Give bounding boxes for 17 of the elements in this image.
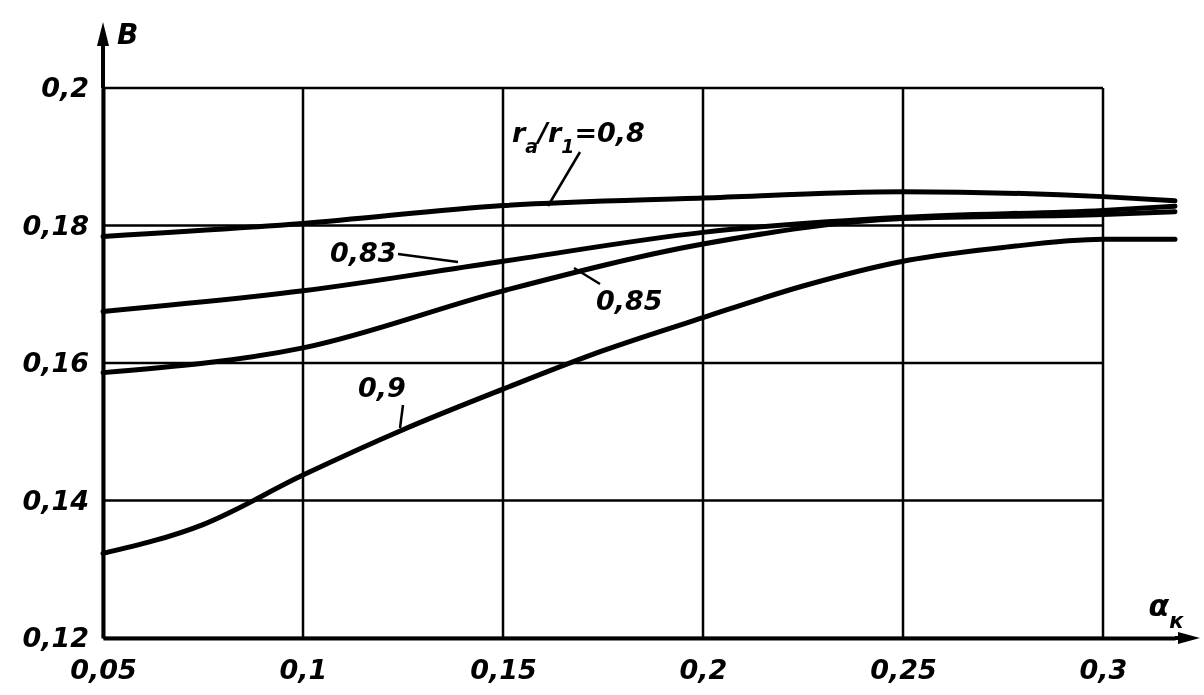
x-axis-title: α$_{к}$ [1148, 588, 1185, 633]
x-tick-label: 0,3 [1079, 654, 1128, 686]
y-tick-label: 0,14 [22, 484, 89, 516]
y-tick-label: 0,12 [22, 622, 89, 654]
x-tick-label: 0,1 [279, 654, 328, 686]
x-tick-label: 0,2 [679, 654, 728, 686]
y-axis-title: B [117, 18, 139, 51]
x-tick-label: 0,15 [470, 654, 537, 686]
x-tick-label: 0,25 [870, 654, 937, 686]
y-tick-label: 0,18 [22, 209, 89, 241]
legend-label: 0,83 [330, 237, 397, 268]
series-label: 0,9 [358, 372, 406, 403]
series-label: 0,85 [596, 285, 663, 316]
series-label: r$_{a}$/r$_{1}$=0,8 [512, 117, 645, 157]
x-tick-label: 0,05 [70, 654, 137, 686]
y-tick-label: 0,16 [22, 347, 89, 379]
y-tick-label: 0,2 [41, 72, 89, 104]
